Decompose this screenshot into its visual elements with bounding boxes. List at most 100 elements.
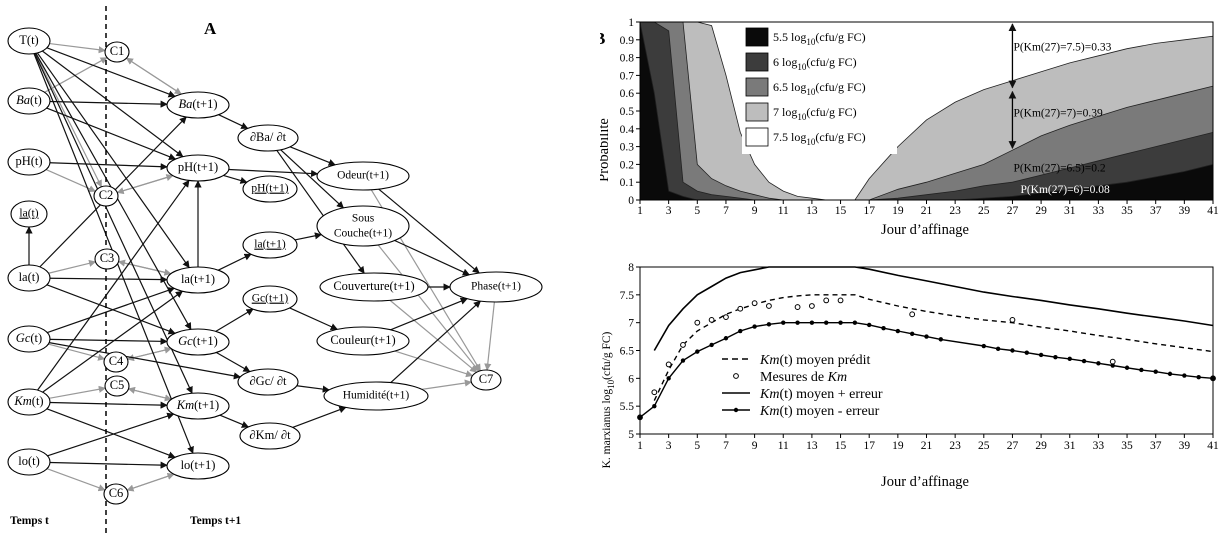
measurement-point — [680, 342, 686, 348]
edge-dBa-Couverture — [276, 150, 365, 274]
x-tick-label: 9 — [752, 440, 758, 452]
series-point — [995, 346, 1001, 352]
edge-Gc1-C4 — [126, 347, 172, 362]
node-bat: Ba(t) — [7, 87, 51, 115]
edge-Km1-C5 — [127, 386, 172, 400]
series-point — [895, 328, 901, 334]
edge-lo1-C6 — [126, 473, 175, 492]
y-tick-label: 6 — [628, 373, 634, 385]
legend-entry: Km(t) moyen prédit — [759, 353, 871, 368]
legend-sub: 10 — [806, 87, 816, 97]
panel-b-xlabel: Jour d’affinage — [881, 222, 969, 238]
panel-b-annotations: P(Km(27)=7.5)=0.33 P(Km(27)=7)=0.39 P(Km(2… — [1008, 23, 1112, 196]
series-point — [680, 358, 686, 363]
series-point — [1024, 350, 1029, 355]
series-point — [852, 320, 858, 325]
legend-italic: Km — [759, 353, 779, 368]
x-tick-label: 15 — [835, 440, 847, 452]
panel-a-edges — [25, 42, 495, 492]
node-label: la(t+1) — [254, 239, 286, 251]
x-tick-label: 25 — [978, 440, 990, 452]
legend-rest: (cfu/g FC) — [806, 55, 856, 69]
panel-c-ylabel-post: (cfu/g FC) — [601, 331, 613, 379]
x-tick-label: 13 — [806, 205, 818, 217]
series-point — [766, 322, 772, 327]
edge-Gc1-dGc — [216, 351, 251, 373]
legend-italic: Km — [759, 387, 779, 402]
series-point — [709, 342, 714, 348]
x-tick-label: 27 — [1007, 440, 1019, 452]
edge-lot-Km1 — [47, 412, 175, 457]
node-label: la(t+1) — [181, 272, 215, 286]
y-tick-label: 0 — [628, 195, 634, 207]
y-tick-label: 5 — [628, 429, 634, 441]
node-dgc: ∂Gc/ ∂t — [237, 368, 299, 396]
legend-swatch — [745, 27, 769, 47]
y-tick-label: 0.2 — [620, 159, 635, 171]
x-tick-label: 21 — [921, 440, 933, 452]
series-point — [695, 349, 700, 354]
series-point — [881, 326, 886, 331]
annotation-label: P(Km(27)=6)=0.08 — [1020, 184, 1110, 196]
node-label: pH(t) — [15, 154, 42, 168]
series-point — [1210, 376, 1216, 381]
node-label: Odeur(t+1) — [337, 170, 389, 182]
panel-b-ylabel: Probabilité — [600, 118, 612, 182]
node-ph1: pH(t+1) — [166, 154, 230, 182]
node-gc1: Gc(t+1) — [166, 328, 230, 356]
x-tick-label: 41 — [1207, 440, 1219, 452]
panel-b-legend: 5.5 log10(cfu/g FC)6 log10(cfu/g FC)6.5 … — [742, 24, 897, 154]
x-tick-label: 19 — [892, 205, 904, 217]
measurement-point — [723, 314, 729, 320]
edge-la1-C3 — [117, 259, 171, 275]
annotation-label: P(Km(27)=6.5)=0.2 — [1013, 163, 1105, 175]
edge-pHt-pH1 — [49, 162, 168, 171]
edge-lot-lo1 — [49, 461, 168, 469]
x-tick-label: 29 — [1035, 440, 1047, 452]
node-label: ∂Ba/ ∂t — [250, 130, 287, 144]
y-tick-label: 5.5 — [620, 401, 635, 413]
legend-main: 5.5 log — [773, 30, 806, 44]
edge-lat-C3 — [48, 259, 97, 274]
node-dba: ∂Ba/ ∂t — [237, 124, 299, 152]
legend-entry: 7.5 log10(cfu/g FC) — [773, 130, 866, 147]
node-lo1: lo(t+1) — [166, 452, 230, 480]
node-humidite: Humidité(t+1) — [323, 381, 429, 411]
y-tick-label: 7.5 — [620, 290, 635, 302]
node-label: pH(t+1) — [178, 160, 218, 174]
node-label: Couleur(t+1) — [330, 333, 395, 347]
x-tick-label: 3 — [666, 205, 672, 217]
x-tick-label: 17 — [863, 205, 875, 217]
edge-Gct-Gc1 — [49, 337, 168, 345]
x-tick-label: 11 — [778, 205, 789, 217]
panel-a-diagram: T(t)Ba(t)pH(t)la(t)la(t)Gc(t)Km(t)lo(t)C… — [7, 6, 543, 536]
x-tick-label: 39 — [1179, 440, 1191, 452]
series-point — [1196, 375, 1201, 380]
x-tick-label: 19 — [892, 440, 904, 452]
node-label: la(t) — [19, 208, 38, 220]
node-ph_u1: pH(t+1) — [242, 175, 298, 203]
series-point — [1153, 369, 1158, 374]
series-point — [809, 320, 815, 325]
panel-c-ylabel-sub: 10 — [606, 379, 616, 389]
y-tick-label: 0.8 — [620, 53, 635, 65]
measurement-point — [766, 303, 772, 309]
edge-Gc1-Gc_u1 — [215, 308, 254, 332]
node-label: C7 — [479, 372, 494, 386]
node-lot: lo(t) — [7, 448, 51, 476]
legend-entry: 6.5 log10(cfu/g FC) — [773, 80, 866, 97]
series-point — [867, 322, 872, 328]
legend-rest: (cfu/g FC) — [806, 105, 856, 119]
node-kmt: Km(t) — [7, 388, 51, 416]
y-tick-label: 7 — [628, 318, 634, 330]
panel-c-ylabel: K. marxianus log10(cfu/g FC) — [601, 331, 616, 468]
edge-Tt-C1 — [49, 42, 106, 54]
node-c2: C2 — [93, 185, 119, 207]
node-label: la(t) — [19, 270, 40, 284]
series-point — [1010, 348, 1015, 353]
node-label: Gc(t+1) — [178, 334, 218, 348]
x-tick-label: 1 — [637, 205, 643, 217]
edge-Gct-la1 — [47, 287, 175, 334]
series-point — [1038, 352, 1044, 358]
node-label-italic: Ba — [16, 93, 30, 107]
